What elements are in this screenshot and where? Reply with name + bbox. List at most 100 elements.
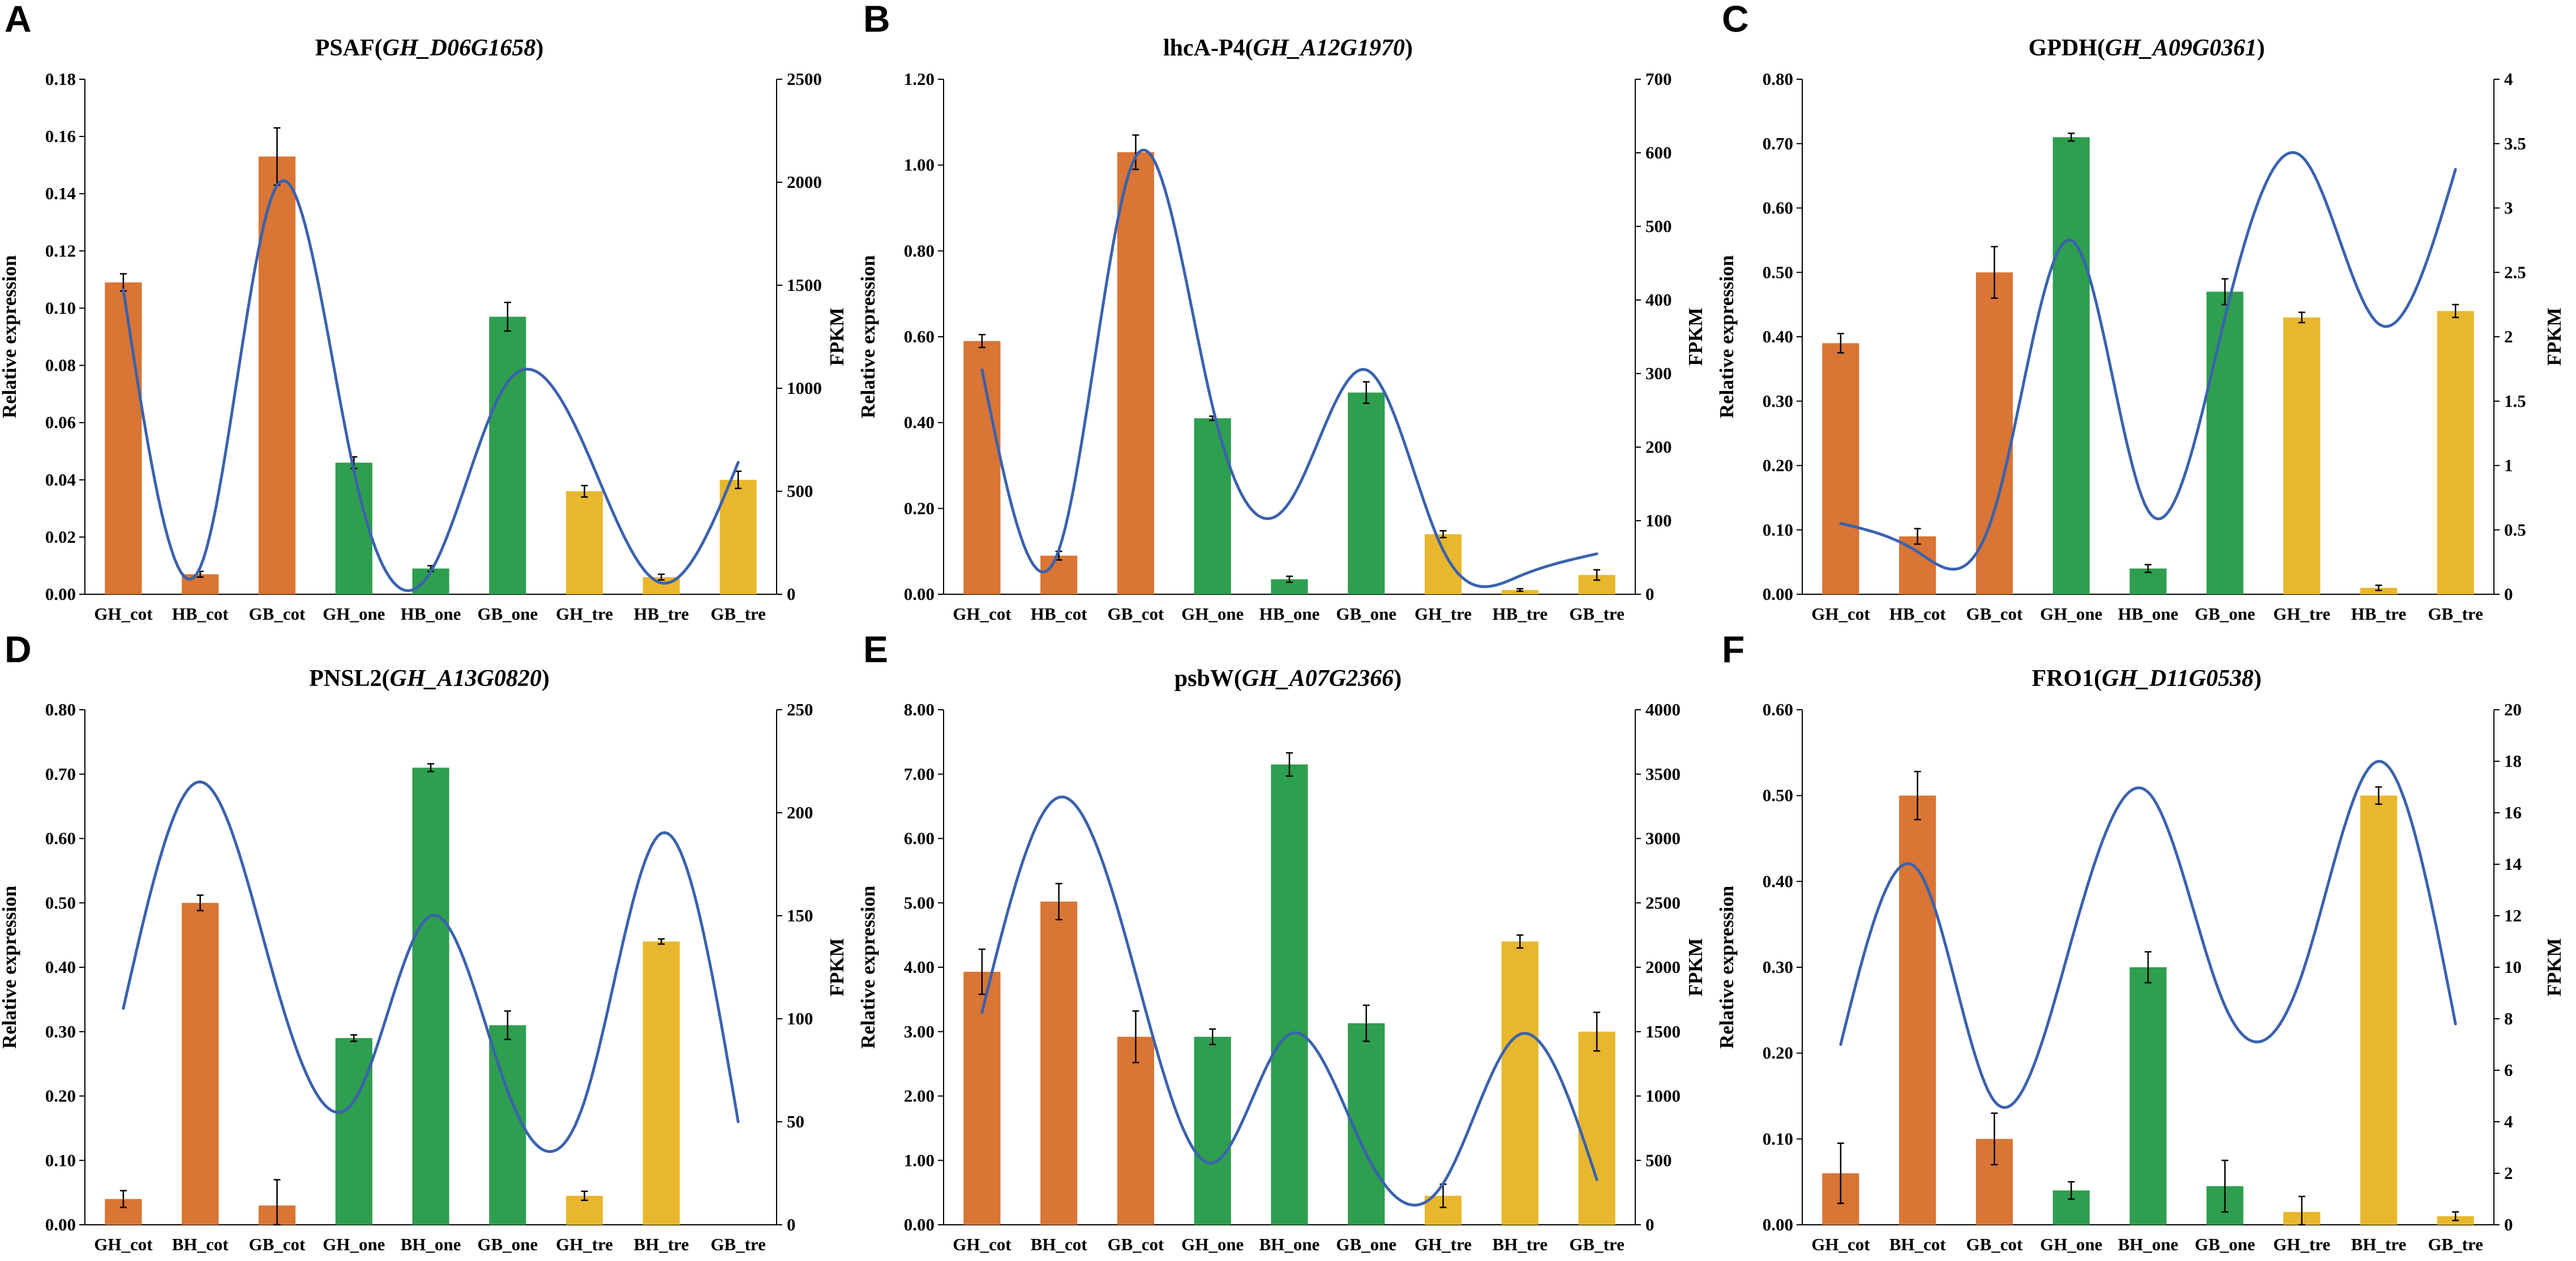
y-tick-label: 0.30 xyxy=(1763,957,1793,977)
title-prefix: PSAF( xyxy=(315,35,383,61)
y-tick-label: 0.50 xyxy=(1763,786,1793,805)
y2-tick-label: 500 xyxy=(1645,1150,1672,1170)
bar xyxy=(1117,152,1155,595)
y-tick-label: 0.50 xyxy=(45,893,76,912)
y-tick-label: 2.00 xyxy=(904,1086,935,1106)
title-gene: GH_A07G2366 xyxy=(1241,666,1394,692)
title-prefix: FRO1( xyxy=(2031,666,2102,692)
y2-axis-label: FPKM xyxy=(2543,938,2565,996)
y2-tick-label: 0 xyxy=(1645,584,1655,604)
chart-title: FRO1(GH_D11G0538) xyxy=(1717,666,2576,692)
y-tick-label: 0.08 xyxy=(45,355,76,375)
fpkm-line xyxy=(980,148,1598,589)
chart-title: PSAF(GH_D06G1658) xyxy=(0,35,859,61)
x-tick-label: BH_tre xyxy=(634,1234,689,1254)
y2-tick-label: 1500 xyxy=(1645,1022,1681,1041)
y-tick-label: 0.12 xyxy=(45,241,76,260)
y2-axis-label: FPKM xyxy=(826,938,848,996)
y2-tick-label: 1 xyxy=(2504,456,2513,475)
x-tick-label: HB_tre xyxy=(1493,604,1548,624)
y-tick-label: 4.00 xyxy=(904,957,935,977)
y-tick-label: 0.10 xyxy=(1763,1129,1793,1148)
x-tick-label: HB_one xyxy=(1259,604,1320,624)
y2-tick-label: 100 xyxy=(1645,511,1672,530)
x-tick-label: GB_tre xyxy=(710,604,766,624)
bar xyxy=(182,903,219,1225)
x-tick-label: GH_one xyxy=(1181,604,1244,624)
bar xyxy=(1040,901,1078,1225)
panel-letter: C xyxy=(1722,0,1749,40)
y2-tick-label: 3.5 xyxy=(2504,134,2526,153)
x-tick-label: BH_cot xyxy=(172,1234,229,1254)
title-gene: GH_D11G0538 xyxy=(2102,666,2254,692)
x-tick-label: GB_one xyxy=(2194,1234,2255,1254)
title-suffix: ) xyxy=(535,35,544,61)
chart-plot: 0.00 0.10 0.20 0.30 0.40 0.50 0.60 0.70 0.80 0 0.5… xyxy=(1716,69,2565,624)
bar xyxy=(2283,317,2321,594)
y-axis-label: Relative expression xyxy=(1716,255,1738,418)
fpkm-line xyxy=(1839,760,2457,1109)
y-axis-label: Relative expression xyxy=(0,255,20,418)
bar xyxy=(963,341,1001,594)
y2-axis-label: FPKM xyxy=(1685,938,1707,996)
chart-title: GPDH(GH_A09G0361) xyxy=(1717,35,2576,61)
y2-tick-label: 100 xyxy=(787,1009,813,1028)
chart-plot: 0.00 1.00 2.00 3.00 4.00 5.00 6.00 7.00 8.00 0 500… xyxy=(857,700,1707,1254)
y-tick-label: 1.20 xyxy=(904,69,935,89)
bar xyxy=(565,491,603,594)
x-tick-label: BH_tre xyxy=(2351,1234,2407,1254)
x-tick-label: BH_one xyxy=(1259,1234,1320,1254)
y2-tick-label: 6 xyxy=(2504,1060,2513,1080)
x-tick-label: GB_cot xyxy=(249,604,306,624)
bar xyxy=(2052,137,2090,594)
y-tick-label: 0.10 xyxy=(45,1150,76,1170)
panel-letter: E xyxy=(863,628,889,670)
title-prefix: lhcA-P4( xyxy=(1163,35,1253,61)
chart-plot: 0.00 0.02 0.04 0.06 0.08 0.10 0.12 0.14 0.16 0.18… xyxy=(0,69,848,624)
y-tick-label: 0.18 xyxy=(45,69,76,89)
x-tick-label: HB_tre xyxy=(2351,604,2407,624)
y2-tick-label: 1.5 xyxy=(2504,391,2526,411)
y2-tick-label: 3 xyxy=(2504,198,2513,218)
fpkm-line xyxy=(980,795,1598,1207)
y-tick-label: 0.60 xyxy=(904,327,935,346)
x-tick-label: GB_cot xyxy=(1966,1234,2024,1254)
y2-tick-label: 1500 xyxy=(787,275,822,295)
x-tick-label: GB_one xyxy=(477,604,538,624)
y-tick-label: 0.30 xyxy=(45,1022,76,1041)
y2-axis-label: FPKM xyxy=(1685,307,1707,366)
y2-tick-label: 200 xyxy=(1645,437,1672,457)
bar xyxy=(1578,1031,1615,1225)
x-tick-label: GH_cot xyxy=(953,604,1011,624)
y-axis-label: Relative expression xyxy=(0,886,20,1049)
y-tick-label: 0.60 xyxy=(1763,700,1793,719)
title-prefix: PNSL2( xyxy=(309,666,390,692)
x-tick-label: BH_one xyxy=(401,1234,461,1254)
y2-tick-label: 3000 xyxy=(1645,829,1681,848)
bar xyxy=(1194,1036,1231,1225)
x-tick-label: GH_cot xyxy=(94,604,153,624)
y-tick-label: 0.10 xyxy=(1763,520,1793,539)
y-tick-label: 0.80 xyxy=(45,700,76,719)
bar xyxy=(489,316,526,594)
y-tick-label: 0.80 xyxy=(904,241,935,260)
y-tick-label: 0.40 xyxy=(45,957,76,977)
y2-tick-label: 500 xyxy=(1645,216,1672,236)
title-suffix: ) xyxy=(2257,35,2265,61)
x-tick-label: GH_tre xyxy=(2273,604,2330,624)
chart-panel-f: F FRO1(GH_D11G0538) 0.00 0.10 0.20 0.30 0.40… xyxy=(1716,630,2576,1261)
chart-panel-e: E psbW(GH_A07G2366) 0.00 1.00 2.00 3.00 4.00… xyxy=(857,628,1717,1261)
bar xyxy=(1424,534,1462,594)
bar xyxy=(1348,1023,1385,1225)
y2-tick-label: 18 xyxy=(2504,751,2522,771)
title-gene: GH_A12G1970 xyxy=(1253,35,1405,61)
y-tick-label: 0.00 xyxy=(45,1215,76,1234)
y-tick-label: 0.60 xyxy=(45,829,76,848)
y-tick-label: 0.20 xyxy=(1763,1043,1793,1063)
title-prefix: psbW( xyxy=(1174,666,1242,692)
x-tick-label: HB_cot xyxy=(1031,604,1088,624)
y-tick-label: 0.30 xyxy=(1763,391,1793,411)
y2-tick-label: 4000 xyxy=(1645,700,1681,719)
y-tick-label: 0.00 xyxy=(1763,584,1793,604)
bar xyxy=(335,462,372,594)
